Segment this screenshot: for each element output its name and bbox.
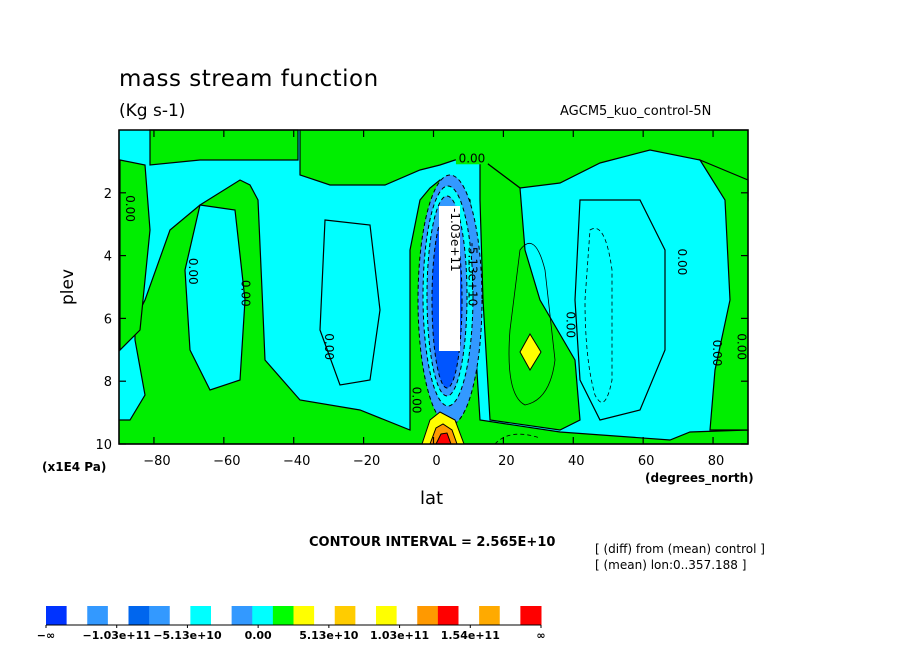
contour-label-bg — [455, 150, 488, 165]
cyan-patch-west — [184, 204, 246, 391]
colorbar-label: ∞ — [536, 629, 545, 642]
contour-label: 0.00 — [459, 151, 486, 165]
colorbar-segment — [211, 606, 233, 625]
diff-note: [ (diff) from (mean) control ] — [595, 542, 765, 556]
x-tick-label: 20 — [498, 454, 515, 469]
colorbar-segment — [314, 606, 336, 625]
colorbar-segment — [520, 606, 542, 625]
colorbar-segment — [355, 606, 377, 625]
contour-surface-dashed — [494, 433, 541, 445]
colorbar-segment — [499, 606, 521, 625]
x-axis-unit: (degrees_north) — [645, 471, 754, 485]
y-tick-label: 4 — [104, 250, 112, 265]
colorbar-segment — [128, 606, 150, 625]
y-tick-label: 2 — [104, 187, 112, 202]
colorbar-label: −∞ — [37, 629, 55, 642]
contour-label: 0.00 — [322, 333, 336, 360]
colorbar-segment — [87, 606, 109, 625]
colorbar-segment — [293, 606, 315, 625]
contour-label: 0.00 — [238, 280, 252, 307]
contour-label: 0.00 — [186, 258, 200, 285]
colorbar-segment — [417, 606, 439, 625]
contour-label: -5.13e+10 — [465, 243, 479, 307]
cyan-patch-east — [574, 199, 666, 421]
colorbar-segment — [272, 606, 294, 625]
colorbar-segment — [334, 606, 356, 625]
contour-label: 0.00 — [710, 340, 724, 367]
y-axis: 2 4 6 8 10 — [95, 187, 748, 453]
colorbar-segment — [479, 606, 501, 625]
colorbar-label: −5.13e+10 — [153, 629, 222, 642]
contour-label: 0.00 — [735, 333, 749, 360]
colorbar-label: 1.03e+11 — [370, 629, 429, 642]
x-tick-label: −20 — [353, 454, 380, 469]
mean-note: [ (mean) lon:0..357.188 ] — [595, 558, 747, 572]
colorbar-label: 1.54e+11 — [441, 629, 500, 642]
contour-labels: 0.00 0.00 0.00 0.00 0.00 0.00 0.00 0.00 0.00 0.00… — [123, 150, 749, 413]
x-tick-label: −40 — [283, 454, 310, 469]
model-label: AGCM5_kuo_control-5N — [560, 104, 712, 119]
x-tick-label: 40 — [568, 454, 585, 469]
x-tick-label: 80 — [708, 454, 725, 469]
colorbar-label: 5.13e+10 — [299, 629, 358, 642]
colorbar-segment — [107, 606, 129, 625]
colorbar-segment — [169, 606, 191, 625]
chart-units: (Kg s-1) — [119, 101, 186, 121]
contour-east-thin — [508, 243, 556, 406]
contour-label: 0.00 — [123, 195, 137, 222]
contour-label: 0.00 — [410, 387, 424, 414]
contour-label: 0.00 — [675, 249, 689, 276]
x-tick-label: −60 — [213, 454, 240, 469]
colorbar-segment — [66, 606, 88, 625]
y-tick-label: 8 — [104, 375, 112, 390]
yellow-cell — [519, 333, 542, 371]
colorbar-segment — [149, 606, 171, 625]
colorbar: −∞ −1.03e+11 −5.13e+10 0.00 5.13e+10 1.03e+11… — [37, 606, 546, 642]
missing-data-column — [439, 206, 460, 351]
x-tick-label: −80 — [143, 454, 170, 469]
chart-title: mass stream function — [119, 66, 379, 92]
x-axis-label: lat — [420, 488, 444, 509]
contour-east-dashed — [584, 228, 613, 403]
colorbar-segment — [376, 606, 398, 625]
contour-interval: CONTOUR INTERVAL = 2.565E+10 — [309, 535, 556, 550]
x-axis: −80 −60 −40 −20 0 20 40 60 80 — [143, 130, 724, 469]
colorbar-segment — [190, 606, 212, 625]
x-tick-label: 60 — [638, 454, 655, 469]
colorbar-label: −1.03e+11 — [83, 629, 151, 642]
contour-label: -1.03e+11 — [448, 208, 462, 272]
cyan-patch-mid — [319, 219, 381, 386]
colorbar-segment — [252, 606, 274, 625]
x-tick-label: 0 — [432, 454, 440, 469]
y-tick-label: 6 — [104, 312, 112, 327]
colorbar-segment — [396, 606, 418, 625]
colorbar-segment — [437, 606, 459, 625]
colorbar-segment — [231, 606, 253, 625]
y-axis-unit: (x1E4 Pa) — [42, 460, 107, 474]
colorbar-segment — [458, 606, 480, 625]
colorbar-label: 0.00 — [245, 629, 272, 642]
y-tick-label: 10 — [95, 438, 112, 453]
colorbar-segment — [46, 606, 68, 625]
contour-label: 0.00 — [563, 311, 577, 338]
